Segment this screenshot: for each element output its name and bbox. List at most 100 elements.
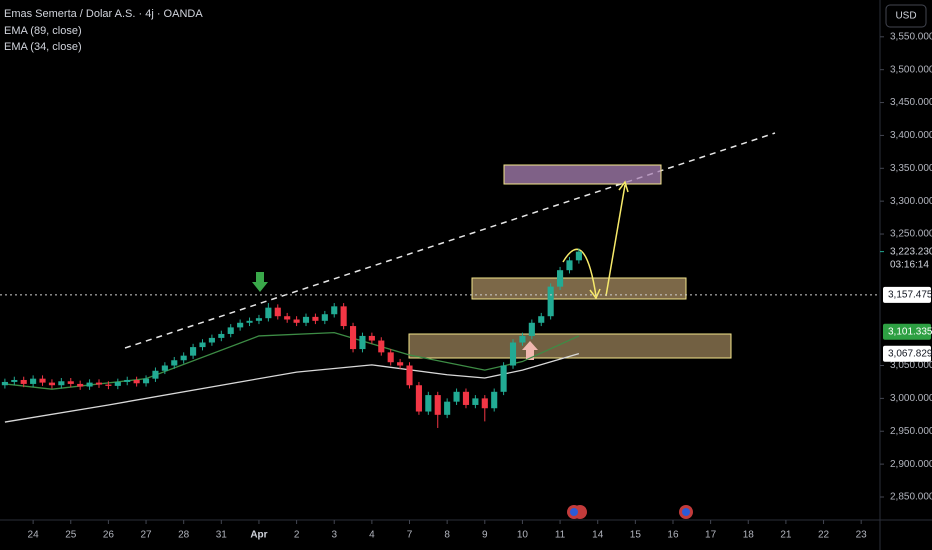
chart-title: Emas Semerta / Dolar A.S. · 4j · OANDA bbox=[4, 8, 203, 20]
candle-body bbox=[519, 335, 526, 343]
currency-button[interactable] bbox=[885, 4, 927, 28]
candle-body bbox=[265, 307, 272, 319]
candle-body bbox=[453, 391, 460, 402]
candle-body bbox=[77, 383, 84, 387]
arrow-head bbox=[589, 288, 601, 300]
legend-entry[interactable]: EMA (89, close) bbox=[4, 25, 82, 37]
candle-body bbox=[340, 306, 347, 327]
annotations bbox=[124, 132, 776, 519]
candle-body bbox=[481, 398, 488, 409]
candle-body bbox=[302, 316, 310, 323]
x-tick-label: 31 bbox=[216, 530, 228, 541]
candle-body bbox=[378, 340, 385, 353]
candle-body bbox=[180, 355, 187, 361]
candle-body bbox=[331, 306, 338, 315]
x-tick-label: 17 bbox=[705, 530, 717, 541]
x-tick-label: 15 bbox=[630, 530, 642, 541]
x-tick-label: 14 bbox=[592, 530, 604, 541]
price-tag-label: 3,157.475 bbox=[888, 289, 932, 300]
event-icon bbox=[682, 508, 690, 516]
candle-body bbox=[387, 352, 394, 363]
candle-body bbox=[30, 378, 37, 384]
candle-body bbox=[547, 286, 554, 317]
candle-body bbox=[575, 251, 582, 261]
x-tick-label: Apr bbox=[250, 530, 267, 541]
up-arrow-icon bbox=[522, 341, 538, 360]
ema-line bbox=[4, 331, 580, 390]
candle-body bbox=[142, 378, 150, 384]
x-tick-label: 26 bbox=[103, 530, 115, 541]
target-zone bbox=[503, 164, 662, 185]
candle-body bbox=[95, 382, 103, 385]
candle-body bbox=[349, 326, 357, 350]
candle-body bbox=[500, 365, 507, 392]
candle-body bbox=[237, 322, 244, 328]
candle-body bbox=[472, 398, 479, 405]
candle-body bbox=[509, 342, 517, 366]
plot bbox=[0, 248, 880, 428]
x-tick-label: 21 bbox=[780, 530, 792, 541]
y-tick-label: 3,550.000 bbox=[890, 31, 932, 42]
candle-body bbox=[208, 337, 215, 343]
y-tick-label: 3,500.000 bbox=[890, 64, 932, 75]
candle-body bbox=[444, 401, 451, 415]
candle-body bbox=[246, 320, 253, 323]
y-tick-label: 3,000.000 bbox=[890, 393, 932, 404]
candle-body bbox=[190, 347, 197, 356]
x-tick-label: 25 bbox=[65, 530, 77, 541]
price-tag-label: 3,067.829 bbox=[888, 348, 932, 359]
candle-body bbox=[566, 260, 573, 271]
down-arrow-icon bbox=[252, 272, 268, 292]
x-tick-label: 11 bbox=[555, 530, 566, 541]
candle-body bbox=[48, 382, 55, 386]
candle-body bbox=[114, 381, 121, 386]
projection-arc bbox=[562, 248, 597, 297]
x-tick-label: 7 bbox=[407, 530, 413, 541]
projection-arrow bbox=[605, 184, 626, 297]
candle-body bbox=[293, 319, 300, 323]
y-tick-label: 3,450.000 bbox=[890, 97, 932, 108]
candle-body bbox=[1, 381, 8, 386]
price-tag-label: 3,101.335 bbox=[888, 326, 932, 337]
candle-body bbox=[406, 365, 413, 386]
candle-body bbox=[255, 318, 263, 321]
candle-body bbox=[105, 384, 112, 386]
candle-body bbox=[124, 379, 131, 382]
price-tag bbox=[883, 286, 931, 303]
candle-body bbox=[415, 385, 422, 412]
resistance-zone bbox=[471, 277, 687, 300]
currency-label[interactable]: USD bbox=[895, 11, 916, 22]
candle-body bbox=[312, 316, 319, 321]
event-icon bbox=[570, 508, 578, 516]
y-tick-label: 3,400.000 bbox=[890, 130, 932, 141]
candle-body bbox=[39, 378, 46, 383]
candle-body bbox=[218, 333, 225, 338]
candle-body bbox=[67, 381, 74, 384]
ema-line bbox=[4, 353, 580, 423]
x-tick-label: 3 bbox=[331, 530, 337, 541]
x-tick-label: 27 bbox=[140, 530, 152, 541]
y-tick-label: 3,300.000 bbox=[890, 196, 932, 207]
y-tick-label: 2,950.000 bbox=[890, 426, 932, 437]
legend-entry[interactable]: EMA (34, close) bbox=[4, 41, 82, 53]
candle-body bbox=[86, 382, 93, 387]
candle-body bbox=[425, 395, 432, 412]
x-tick-label: 16 bbox=[667, 530, 679, 541]
trend-line bbox=[124, 132, 776, 349]
candle-body bbox=[528, 322, 535, 336]
y-tick-label: 3,050.000 bbox=[890, 360, 932, 371]
y-tick-label: 3,250.000 bbox=[890, 229, 932, 240]
y-tick-label: 2,850.000 bbox=[890, 492, 932, 503]
candle-body bbox=[274, 307, 281, 317]
x-tick-label: 28 bbox=[178, 530, 190, 541]
x-tick-label: 2 bbox=[294, 530, 300, 541]
x-tick-label: 4 bbox=[369, 530, 375, 541]
candle-body bbox=[462, 391, 470, 405]
x-tick-label: 18 bbox=[743, 530, 755, 541]
candle-body bbox=[58, 381, 65, 386]
event-icon[interactable] bbox=[573, 505, 587, 519]
arrow-head bbox=[618, 180, 629, 193]
support-zone bbox=[408, 333, 732, 359]
